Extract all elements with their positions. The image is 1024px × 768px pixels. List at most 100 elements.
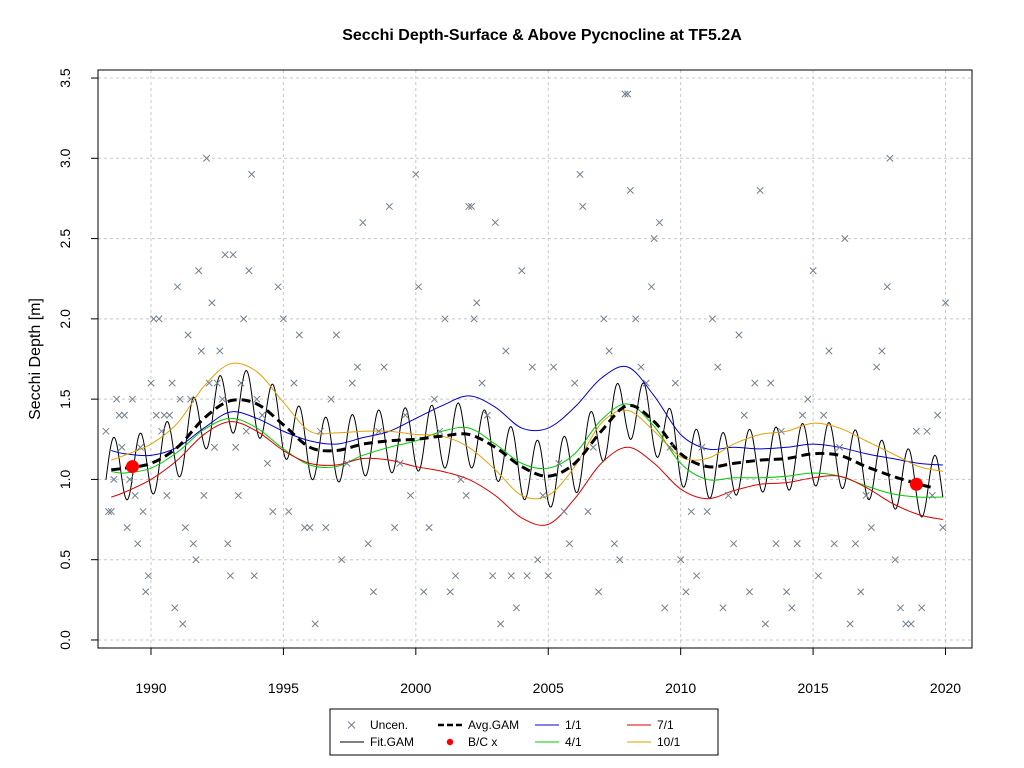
data-point (245, 267, 253, 275)
data-point (218, 395, 227, 403)
data-point (369, 588, 377, 596)
data-point (756, 186, 764, 194)
data-point (306, 524, 314, 532)
data-point (883, 283, 891, 291)
data-point (380, 363, 388, 371)
series-line-7-1 (111, 421, 943, 526)
data-point (420, 588, 428, 596)
data-point (523, 572, 531, 580)
data-point (163, 491, 171, 500)
data-point (107, 507, 115, 516)
data-point (237, 379, 245, 387)
data-point (621, 90, 629, 98)
bc-point (125, 460, 139, 474)
data-point (200, 491, 208, 500)
data-point (226, 572, 234, 580)
data-point (139, 507, 147, 516)
data-point (189, 540, 197, 548)
data-point (250, 572, 258, 580)
plot-frame (97, 69, 973, 649)
data-point (555, 459, 563, 467)
data-point (735, 331, 743, 339)
grid (98, 70, 972, 648)
legend-item: B/C x (446, 735, 497, 749)
data-point (576, 170, 584, 178)
data-point (777, 427, 785, 435)
legend-label: 7/1 (657, 718, 674, 732)
data-point (483, 411, 491, 419)
legend-label: Avg.GAM (468, 718, 519, 732)
data-point (632, 315, 640, 323)
data-point (425, 524, 433, 532)
data-point (714, 363, 722, 371)
y-tick-label: 3.0 (57, 148, 73, 168)
data-point (258, 411, 266, 419)
data-point (912, 427, 920, 435)
x-tick-label: 1990 (135, 680, 166, 696)
data-point (165, 411, 174, 419)
data-point (168, 379, 176, 387)
data-point (171, 604, 179, 612)
data-point (160, 411, 168, 419)
data-point (401, 411, 409, 419)
data-point (730, 540, 738, 548)
data-point (820, 411, 828, 419)
data-point (205, 379, 213, 387)
data-point (179, 620, 187, 628)
data-point (751, 379, 759, 387)
data-point (655, 218, 664, 227)
data-point (642, 379, 650, 387)
data-point (253, 395, 261, 403)
y-axis: 0.0 0.5 1.0 1.5 2.0 2.5 3.0 3.5 (57, 68, 98, 650)
data-point (263, 459, 272, 467)
data-point (934, 411, 942, 419)
data-point (761, 620, 769, 628)
data-point (539, 491, 547, 500)
data-point (123, 524, 131, 532)
data-point (181, 524, 189, 532)
data-point (507, 572, 515, 580)
data-point (406, 491, 415, 500)
data-point (939, 524, 947, 532)
data-point (385, 202, 393, 211)
data-point (158, 427, 166, 435)
data-point (928, 491, 936, 500)
data-point (192, 556, 200, 564)
data-point (242, 427, 250, 435)
data-point (626, 186, 634, 194)
data-point (724, 491, 732, 500)
data-point (203, 154, 211, 162)
data-point (391, 524, 399, 532)
data-point (210, 443, 219, 451)
data-point (187, 395, 195, 403)
data-point (136, 443, 144, 451)
chart-title: Secchi Depth-Surface & Above Pycnocline … (342, 27, 742, 44)
data-point (115, 411, 123, 419)
data-point (512, 604, 521, 612)
data-point (565, 540, 573, 548)
legend-item: 7/1 (627, 718, 674, 732)
legend-item: 1/1 (535, 718, 582, 732)
series-lines (105, 362, 944, 526)
data-point (798, 411, 807, 419)
bc-points (125, 460, 923, 491)
x-tick-label: 2000 (400, 680, 431, 696)
data-point (624, 90, 632, 98)
data-point (745, 588, 754, 596)
data-point (489, 572, 497, 580)
data-point (857, 588, 865, 596)
series-line-1-1 (111, 365, 943, 466)
data-point (216, 347, 224, 355)
legend: Uncen. Fit.GAM Avg.GAM B/C x 1/1 4/1 7/1 10/1 (329, 708, 719, 756)
data-point (923, 427, 931, 435)
data-point (902, 620, 910, 628)
data-point (650, 235, 658, 243)
data-point (348, 379, 356, 387)
data-point (457, 475, 465, 483)
data-point (285, 507, 293, 516)
data-point (896, 604, 905, 612)
legend-item: Uncen. (347, 718, 408, 732)
data-point (878, 347, 886, 355)
data-point (269, 507, 277, 516)
